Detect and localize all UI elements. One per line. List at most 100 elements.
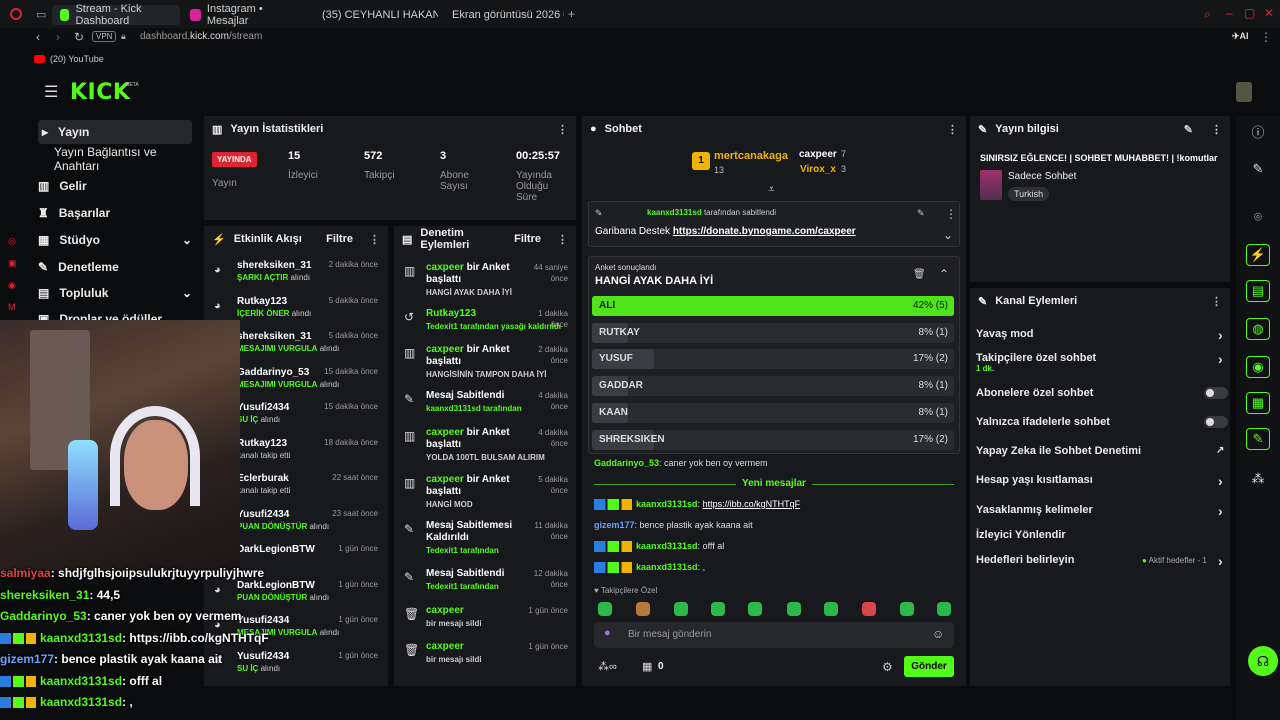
list-item[interactable]: ✎ Mesaj Sabitlendi kaanxd3131sd tarafında…	[394, 390, 574, 424]
mod-actor[interactable]: Rutkay123	[426, 308, 477, 319]
event-user[interactable]: Eclerburak	[237, 473, 289, 484]
kebab-menu-icon[interactable]: ⋮	[557, 233, 568, 246]
event-user[interactable]: shereksiken_31	[237, 331, 312, 342]
mod-actor[interactable]: caxpeer	[426, 474, 464, 485]
event-user[interactable]: Yusufi2434	[237, 615, 290, 626]
channel-action[interactable]: Hesap yaşı kısıtlaması ›	[976, 473, 1226, 489]
camera-icon[interactable]: ⌾	[1254, 209, 1262, 224]
tab-youtube[interactable]: (35) CEYHANLI HAKAN E…	[308, 5, 438, 25]
sidebar-item-gelir[interactable]: ▥ Gelir	[38, 174, 87, 198]
chevron-down-icon[interactable]: ⌄	[943, 228, 954, 242]
emote-icon[interactable]	[862, 602, 876, 616]
toggle-switch[interactable]	[1204, 416, 1228, 428]
list-item[interactable]: ◕ shereksiken_31 2 dakika önce ŞARKI AÇTIR …	[204, 260, 384, 294]
chat-username[interactable]: kaanxd3131sd	[636, 499, 698, 509]
send-button[interactable]: Gönder	[904, 656, 954, 677]
event-user[interactable]: shereksiken_31	[237, 260, 312, 271]
top-chatter-2[interactable]: caxpeer	[799, 149, 837, 160]
points-icon[interactable]: ⁂	[1251, 471, 1265, 486]
pinned-user[interactable]: kaanxd3131sd	[647, 208, 702, 217]
mod-actor[interactable]: caxpeer	[426, 605, 464, 616]
event-user[interactable]: Rutkay123	[237, 295, 288, 307]
emote-icon[interactable]	[636, 602, 650, 616]
list-item[interactable]: 🗑︎ caxpeer bir mesajı sildi 1 gün önce	[394, 641, 574, 675]
collapse-icon[interactable]: ⌃	[939, 267, 950, 281]
emote-icon[interactable]	[787, 602, 801, 616]
unpin-icon[interactable]: ✎	[917, 208, 925, 218]
emote-icon[interactable]	[900, 602, 914, 616]
event-user[interactable]: Gaddarinyo_53	[237, 366, 310, 378]
list-item[interactable]: ◕ DarkLegionBTW 1 gün önce PUAN DÖNÜŞTÜR al…	[204, 580, 384, 614]
chat-username[interactable]: kaanxd3131sd	[636, 562, 698, 572]
emoji-icon[interactable]: ☺	[932, 627, 945, 641]
opera-sidebar-icon[interactable]: M	[8, 302, 16, 312]
channel-action[interactable]: Yasaklanmış kelimeler ›	[976, 503, 1226, 519]
top-chatter-3[interactable]: Virox_x	[800, 164, 836, 175]
info-icon[interactable]: ⓘ	[1251, 124, 1265, 140]
new-messages-label[interactable]: Yeni mesajlar	[736, 478, 812, 489]
list-item[interactable]: ▥ caxpeer bir Anket başlattı HANGİSİNİN TA…	[394, 344, 574, 379]
list-item[interactable]: ▥ caxpeer bir Anket başlattı HANGİ AYAK DA…	[394, 262, 574, 297]
vpn-badge[interactable]: VPN	[92, 31, 117, 42]
trash-icon[interactable]: 🗑︎	[913, 269, 926, 280]
mod-actor[interactable]: caxpeer	[426, 344, 464, 355]
close-icon[interactable]: ✕	[1264, 6, 1275, 20]
avatar[interactable]	[1236, 82, 1252, 102]
event-user[interactable]: Yusufi2434	[237, 508, 290, 520]
event-user[interactable]: DarkLegionBTW	[237, 544, 315, 555]
emote-icon[interactable]	[748, 602, 762, 616]
emote-icon[interactable]	[674, 602, 688, 616]
event-user[interactable]: Yusufi2434	[237, 650, 290, 662]
tabs-icon[interactable]: ▭	[36, 9, 47, 21]
ai-button[interactable]: ✈AI	[1232, 31, 1249, 41]
emote-icon[interactable]	[824, 602, 838, 616]
list-item[interactable]: ✎ Mesaj Sabitlendi Tedexit1 tarafından 12 …	[394, 568, 574, 602]
sidebar-item-studyo[interactable]: ▦ Stüdyo ⌄	[38, 228, 192, 252]
channel-action[interactable]: İzleyici Yönlendir	[976, 529, 1226, 541]
tab-kick-dashboard[interactable]: Stream - Kick Dashboard	[52, 3, 180, 27]
mic-icon[interactable]: ●	[604, 627, 611, 639]
kebab-menu-icon[interactable]: ⋮	[1211, 295, 1222, 308]
pinned-expand-icon[interactable]: ⩡	[768, 182, 775, 196]
lightning-icon[interactable]: ⚡	[1246, 244, 1270, 266]
chat-username[interactable]: gizem177	[594, 520, 635, 530]
support-icon[interactable]: ☊	[1248, 646, 1278, 676]
pencil-icon[interactable]: ✎	[1252, 161, 1264, 176]
filter-button[interactable]: Filtre	[326, 233, 353, 245]
sidebar-item-stream-key[interactable]: Yayın Bağlantısı ve Anahtarı	[54, 145, 202, 173]
search-icon[interactable]: ⌕	[1204, 7, 1211, 21]
chat-username[interactable]: kaanxd3131sd	[636, 541, 698, 551]
bookmark-youtube[interactable]: (20) YouTube	[34, 54, 104, 64]
sidebar-item-basarilar[interactable]: ♜ Başarılar	[38, 201, 110, 225]
maximize-icon[interactable]: ▢	[1244, 6, 1256, 20]
tab-screenshot[interactable]: Ekran görüntüsü 2026 02	[438, 5, 564, 25]
opera-icon[interactable]	[10, 8, 22, 20]
list-item[interactable]: ◕ Yusufi2434 1 gün önce SU İÇ alındı	[204, 651, 384, 685]
edit-icon[interactable]: ✎	[1183, 123, 1193, 136]
new-tab-icon[interactable]: +	[568, 7, 576, 21]
event-user[interactable]: Yusufi2434	[237, 402, 290, 413]
wrench-icon[interactable]: ✎	[1246, 428, 1270, 450]
emote-icon[interactable]	[598, 602, 612, 616]
language-tag[interactable]: Turkish	[1008, 187, 1050, 201]
list-item[interactable]: ↺ Rutkay123 Tedexit1 tarafından yasağı ka…	[394, 308, 574, 342]
reload-icon[interactable]: ↻	[74, 30, 85, 44]
hamburger-menu-icon[interactable]: ☰	[44, 84, 59, 101]
mod-actor[interactable]: caxpeer	[426, 262, 464, 273]
kebab-menu-icon[interactable]: ⋮	[947, 123, 958, 136]
event-user[interactable]: Rutkay123	[237, 437, 288, 449]
chat-message-text[interactable]: https://ibb.co/kgNTHTqF	[702, 499, 801, 509]
category-name[interactable]: Sadece Sohbet	[1008, 171, 1077, 182]
list-item[interactable]: ◕ Rutkay123 5 dakika önce İÇERİK ÖNER alınd…	[204, 296, 384, 330]
kick-logo[interactable]: KICK	[70, 80, 131, 105]
channel-action[interactable]: Yalnızca ifadelerle sohbet	[976, 416, 1228, 428]
list-item[interactable]: ▥ caxpeer bir Anket başlattı HANGİ MOD 5 da…	[394, 474, 574, 509]
chat-icon[interactable]: ◍	[1246, 318, 1270, 340]
sidebar-item-denetleme[interactable]: ✎ Denetleme	[38, 255, 119, 279]
channel-action[interactable]: Hedefleri belirleyin ● Aktif hedefler - 1…	[976, 553, 1226, 569]
pinned-link[interactable]: https://donate.bynogame.com/caxpeer	[672, 226, 856, 237]
store-icon[interactable]: ▦	[642, 661, 653, 673]
forward-icon[interactable]: ›	[56, 30, 60, 44]
kebab-menu-icon[interactable]: ⋮	[557, 123, 568, 136]
toggle-switch[interactable]	[1204, 387, 1228, 399]
